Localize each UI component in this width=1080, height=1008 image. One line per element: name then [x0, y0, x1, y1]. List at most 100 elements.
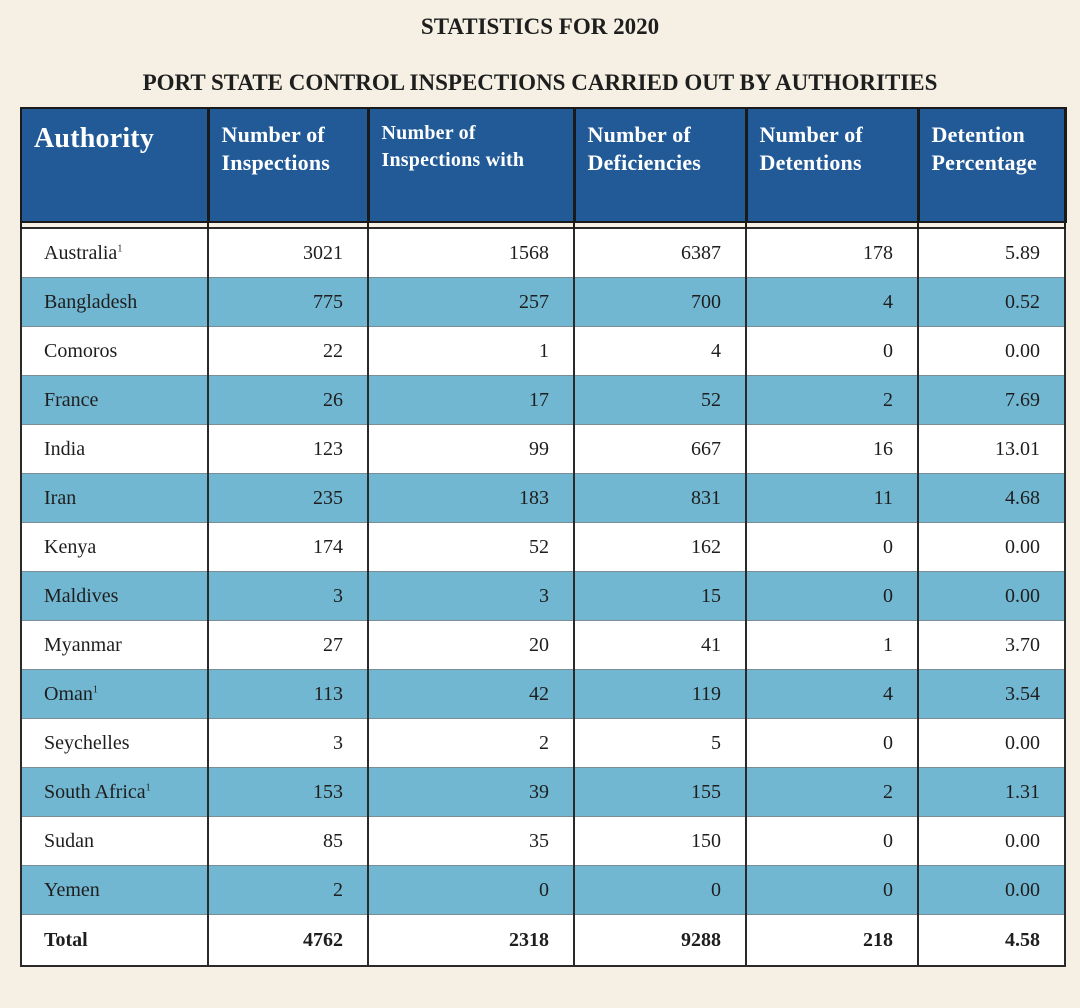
cell-deficiencies: 15 [573, 571, 747, 621]
footnote-marker: 1 [117, 242, 123, 254]
cell-detention-percentage: 13.01 [917, 424, 1066, 474]
cell-deficiencies: 0 [573, 865, 747, 915]
statistics-table: Authority Number of Inspections Number o… [20, 107, 1067, 967]
cell-detention-percentage: 7.69 [917, 375, 1066, 425]
cell-authority: Comoros [20, 326, 209, 376]
cell-inspections: 153 [207, 767, 369, 817]
total-cell-deficiencies: 9288 [573, 914, 747, 967]
cell-deficiencies: 150 [573, 816, 747, 866]
cell-inspections: 123 [207, 424, 369, 474]
cell-inspections-with: 35 [367, 816, 575, 866]
header-detentions-line-2: Detentions [759, 150, 862, 175]
header-detention-percentage-line-2: Percentage [931, 150, 1037, 175]
cell-inspections: 174 [207, 522, 369, 572]
header-detentions-line-1: Number of [759, 122, 863, 147]
cell-deficiencies: 700 [573, 277, 747, 327]
cell-authority: Bangladesh [20, 277, 209, 327]
header-deficiencies-line-1: Number of [587, 122, 691, 147]
header-spacer [20, 222, 1066, 228]
authority-name: Seychelles [44, 731, 130, 754]
cell-inspections: 22 [207, 326, 369, 376]
cell-detention-percentage: 3.70 [917, 620, 1066, 670]
table-row: Myanmar 27 20 41 1 3.70 [20, 620, 1066, 670]
footnote-marker: 1 [92, 683, 98, 695]
cell-detention-percentage: 0.52 [917, 277, 1066, 327]
header-inspections-with-line-1: Number of [381, 122, 476, 144]
cell-detentions: 0 [745, 718, 919, 768]
cell-deficiencies: 5 [573, 718, 747, 768]
cell-authority: Seychelles [20, 718, 209, 768]
header-inspections-line-2: Inspections [221, 150, 331, 175]
cell-detentions: 178 [745, 227, 919, 278]
authority-name: Maldives [44, 584, 119, 607]
cell-inspections: 113 [207, 669, 369, 719]
table-row: France 26 17 52 2 7.69 [20, 375, 1066, 425]
table-row: Sudan 85 35 150 0 0.00 [20, 816, 1066, 866]
authority-name: Bangladesh [44, 290, 138, 313]
table-header: Authority Number of Inspections Number o… [20, 107, 1067, 223]
cell-deficiencies: 162 [573, 522, 747, 572]
cell-deficiencies: 667 [573, 424, 747, 474]
footnote-marker: 1 [145, 781, 151, 793]
cell-detention-percentage: 0.00 [917, 522, 1066, 572]
total-cell-detention-percentage: 4.58 [917, 914, 1066, 967]
cell-inspections: 3 [207, 718, 369, 768]
total-label: Total [20, 914, 209, 967]
authority-name: Iran [44, 486, 77, 509]
header-deficiencies: Number of Deficiencies [573, 107, 748, 223]
cell-authority: India [20, 424, 209, 474]
cell-inspections-with: 20 [367, 620, 575, 670]
header-inspections-with-line-2: Inspections with [381, 149, 525, 171]
cell-detentions: 4 [745, 277, 919, 327]
total-cell-detentions: 218 [745, 914, 919, 967]
cell-detention-percentage: 5.89 [917, 227, 1066, 278]
cell-detention-percentage: 4.68 [917, 473, 1066, 523]
cell-inspections-with: 17 [367, 375, 575, 425]
cell-deficiencies: 4 [573, 326, 747, 376]
total-row: Total 4762 2318 9288 218 4.58 [20, 914, 1066, 967]
cell-inspections-with: 257 [367, 277, 575, 327]
cell-deficiencies: 52 [573, 375, 747, 425]
cell-detention-percentage: 0.00 [917, 718, 1066, 768]
authority-name: Yemen [44, 878, 100, 901]
cell-detention-percentage: 0.00 [917, 865, 1066, 915]
cell-inspections-with: 39 [367, 767, 575, 817]
cell-authority: Iran [20, 473, 209, 523]
cell-inspections: 27 [207, 620, 369, 670]
table-row: Oman1 113 42 119 4 3.54 [20, 669, 1066, 719]
total-cell-inspections: 4762 [207, 914, 369, 967]
cell-inspections: 775 [207, 277, 369, 327]
cell-deficiencies: 155 [573, 767, 747, 817]
cell-detentions: 0 [745, 865, 919, 915]
cell-detention-percentage: 3.54 [917, 669, 1066, 719]
cell-inspections: 2 [207, 865, 369, 915]
table-body: Australia1 3021 1568 6387 178 5.89 Bangladesh 7… [20, 222, 1066, 967]
table-row: Bangladesh 775 257 700 4 0.52 [20, 277, 1066, 327]
table-row: Kenya 174 52 162 0 0.00 [20, 522, 1066, 572]
authority-name: Myanmar [44, 633, 122, 656]
cell-authority: Sudan [20, 816, 209, 866]
cell-deficiencies: 41 [573, 620, 747, 670]
cell-authority: Australia1 [20, 227, 209, 278]
header-authority-line-1: Authority [34, 123, 155, 154]
cell-detentions: 16 [745, 424, 919, 474]
cell-inspections-with: 2 [367, 718, 575, 768]
statistics-table-container: Authority Number of Inspections Number o… [20, 107, 1067, 967]
cell-detention-percentage: 0.00 [917, 326, 1066, 376]
header-row: Authority Number of Inspections Number o… [20, 107, 1067, 223]
cell-detention-percentage: 0.00 [917, 571, 1066, 621]
table-row: Seychelles 3 2 5 0 0.00 [20, 718, 1066, 768]
authority-name: Comoros [44, 339, 118, 362]
cell-inspections: 235 [207, 473, 369, 523]
page-subtitle: PORT STATE CONTROL INSPECTIONS CARRIED O… [142, 70, 938, 95]
table-row: Australia1 3021 1568 6387 178 5.89 [20, 227, 1066, 278]
cell-inspections-with: 1 [367, 326, 575, 376]
authority-name: Kenya [44, 535, 97, 558]
cell-inspections-with: 0 [367, 865, 575, 915]
cell-detentions: 2 [745, 375, 919, 425]
cell-detentions: 0 [745, 326, 919, 376]
table-row: India 123 99 667 16 13.01 [20, 424, 1066, 474]
cell-authority: Myanmar [20, 620, 209, 670]
cell-inspections-with: 52 [367, 522, 575, 572]
cell-inspections-with: 183 [367, 473, 575, 523]
